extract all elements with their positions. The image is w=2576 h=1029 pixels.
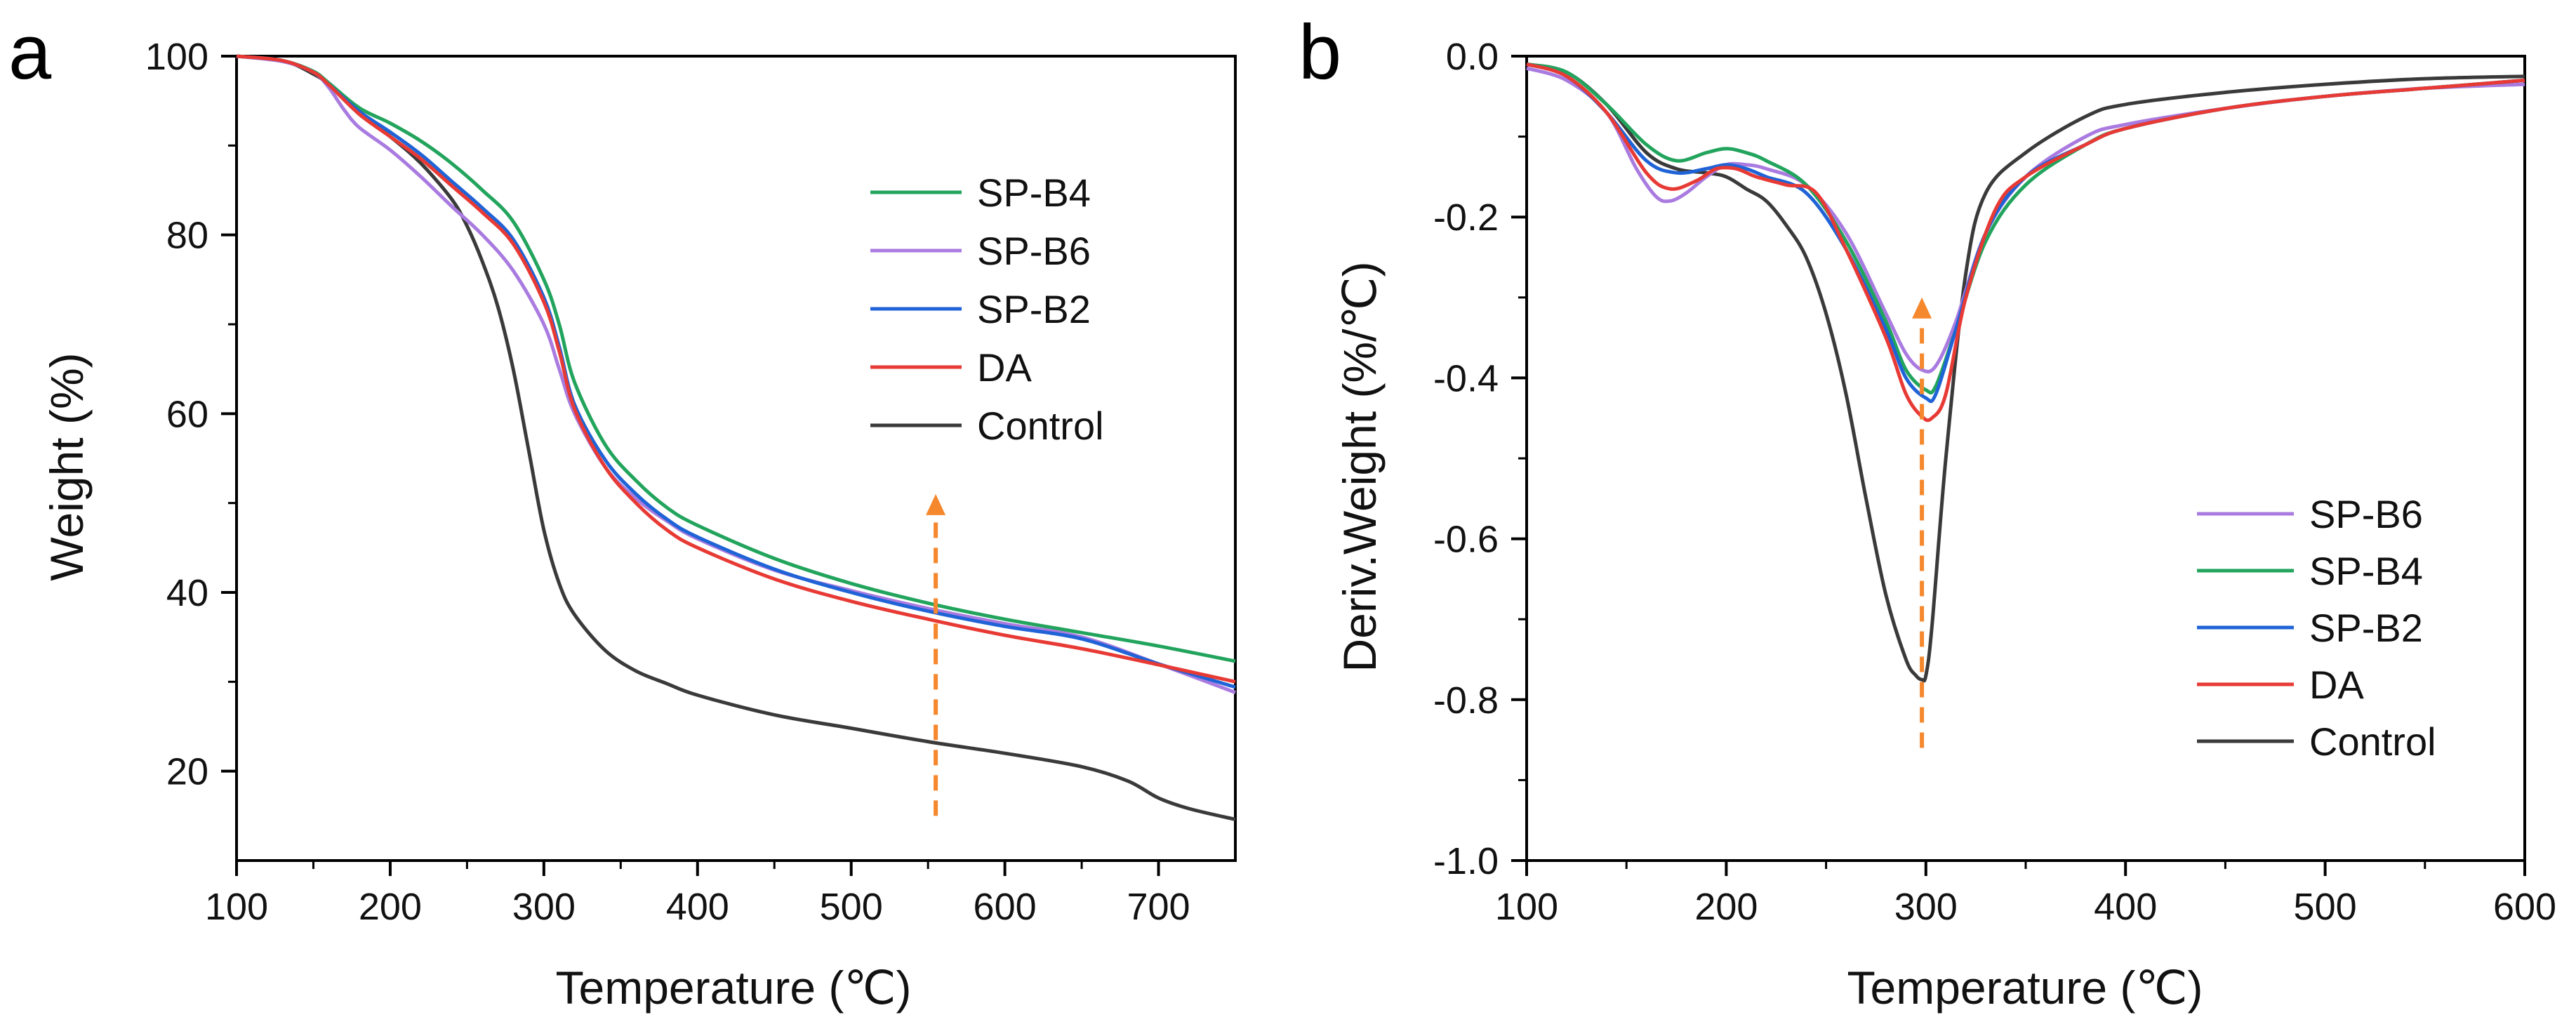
series-line-sp-b2 xyxy=(1526,62,2525,404)
trend-arrow-head xyxy=(926,493,946,515)
panel-a-trend-arrow xyxy=(926,493,946,816)
legend-label-sp-b2: SP-B2 xyxy=(977,287,1091,331)
panel-b-letter: b xyxy=(1299,9,1341,95)
series-line-control xyxy=(1526,62,2525,683)
panel-b-legend: SP-B6 SP-B4 SP-B2 DA Control xyxy=(2197,492,2436,764)
x-tick-label: 600 xyxy=(974,886,1037,928)
series-line-sp-b6 xyxy=(1526,66,2525,373)
legend-label-sp-b2: SP-B2 xyxy=(2309,606,2423,650)
y-tick-label: 20 xyxy=(166,751,208,793)
y-tick-label: -0.4 xyxy=(1433,357,1499,399)
x-tick-label: 200 xyxy=(1694,886,1758,928)
panel-a-x-axis-title: Temperature (℃) xyxy=(556,962,912,1014)
legend-label-control: Control xyxy=(977,404,1104,448)
panel-a-y-axis-title: Weight (%) xyxy=(41,352,93,580)
series-line-da xyxy=(1526,62,2525,423)
panel-b-x-axis-title: Temperature (℃) xyxy=(1847,962,2203,1014)
panel-a-letter: a xyxy=(8,9,52,95)
y-tick-label: 100 xyxy=(145,36,208,78)
panel-a-plot-area xyxy=(235,55,1237,862)
x-tick-label: 600 xyxy=(2493,886,2556,928)
legend-label-sp-b4: SP-B4 xyxy=(2309,549,2423,593)
series-line-sp-b2 xyxy=(236,54,1236,689)
y-tick-label: -0.2 xyxy=(1433,197,1499,239)
x-tick-label: 500 xyxy=(2294,886,2357,928)
series-line-da xyxy=(236,54,1236,684)
legend-label-control: Control xyxy=(2309,719,2436,764)
panel-b-axes: 100 200 300 400 500 600 -1.0 -0.8 -0.6 -0.4 -0.2 0.… xyxy=(1433,36,2556,928)
panel-a-series-lines xyxy=(236,54,1236,821)
panel-b-trend-arrow xyxy=(1912,297,1932,748)
series-line-sp-b4 xyxy=(236,54,1236,663)
x-tick-label: 300 xyxy=(512,886,576,928)
legend-label-da: DA xyxy=(2309,663,2364,707)
trend-arrow-head xyxy=(1912,297,1932,319)
series-line-sp-b6 xyxy=(236,54,1236,694)
y-tick-label: 40 xyxy=(166,572,208,614)
legend-label-sp-b6: SP-B6 xyxy=(2309,492,2423,536)
panel-b-dtg: b 100 200 300 400 500 600 -1.0 -0.8 -0.6 -0.4 -0.2… xyxy=(1299,9,2556,1014)
y-tick-label: -0.8 xyxy=(1433,679,1499,722)
y-tick-label: 0.0 xyxy=(1446,36,1499,78)
x-tick-label: 200 xyxy=(359,886,422,928)
x-tick-label: 500 xyxy=(820,886,883,928)
y-tick-label: -1.0 xyxy=(1433,840,1499,882)
plot-frame xyxy=(235,55,1237,862)
y-tick-label: -0.6 xyxy=(1433,519,1499,561)
x-tick-label: 700 xyxy=(1127,886,1190,928)
panel-a-axes: 100 200 300 400 500 600 700 20 40 60 80 100 xyxy=(145,36,1190,928)
legend-label-da: DA xyxy=(977,345,1032,390)
legend-label-sp-b6: SP-B6 xyxy=(977,229,1091,273)
panel-b-y-axis-title: Deriv.Weight (%/℃) xyxy=(1334,261,1386,672)
panel-a-legend: SP-B4 SP-B6 SP-B2 DA Control xyxy=(870,171,1104,448)
panel-a-tga-weight: a 100 200 300 400 500 600 700 20 40 60 80 100 SP-B4… xyxy=(8,9,1237,1014)
legend-label-sp-b4: SP-B4 xyxy=(977,171,1091,215)
panel-b-series-lines xyxy=(1526,62,2525,683)
x-tick-label: 400 xyxy=(2094,886,2157,928)
x-tick-label: 300 xyxy=(1894,886,1958,928)
x-tick-label: 100 xyxy=(1495,886,1558,928)
y-tick-label: 60 xyxy=(166,393,208,435)
series-line-sp-b4 xyxy=(1526,62,2525,394)
x-tick-label: 400 xyxy=(666,886,729,928)
y-tick-label: 80 xyxy=(166,215,208,257)
x-tick-label: 100 xyxy=(205,886,268,928)
